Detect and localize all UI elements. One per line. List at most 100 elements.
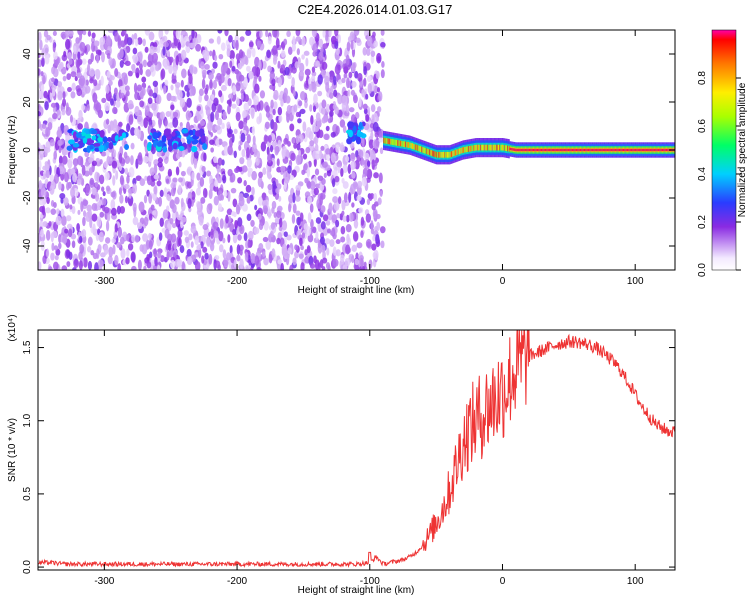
heatmap-cell bbox=[264, 121, 270, 130]
heatmap-cell bbox=[309, 203, 314, 213]
heatmap-cell bbox=[198, 128, 205, 136]
heatmap-cell bbox=[216, 35, 221, 45]
heatmap-cell bbox=[99, 211, 105, 218]
heatmap-trace-cell bbox=[475, 144, 477, 151]
heatmap-cell bbox=[207, 121, 213, 132]
heatmap-cell bbox=[294, 195, 301, 202]
heatmap-trace-cell bbox=[387, 138, 388, 144]
heatmap-cell bbox=[357, 180, 363, 188]
heatmap-cell bbox=[198, 216, 204, 226]
heatmap-trace-cell bbox=[562, 148, 564, 152]
heatmap-cell bbox=[235, 39, 239, 51]
heatmap-cell bbox=[314, 168, 320, 176]
heatmap-cell bbox=[229, 60, 233, 68]
heatmap-cell bbox=[333, 89, 338, 98]
heatmap-cell bbox=[96, 201, 101, 211]
heatmap-cell bbox=[244, 251, 249, 262]
heatmap-cell bbox=[91, 160, 97, 167]
snr-x-tick-label: -300 bbox=[94, 576, 114, 587]
heatmap-cell bbox=[143, 265, 147, 270]
heatmap-cell bbox=[335, 144, 340, 153]
heatmap-cell bbox=[353, 219, 359, 229]
heatmap-cell bbox=[96, 218, 102, 227]
heatmap-cell bbox=[235, 204, 241, 215]
heatmap-cell bbox=[42, 221, 48, 227]
heatmap-cell bbox=[311, 123, 316, 133]
heatmap-cell bbox=[82, 199, 89, 206]
heatmap-cell bbox=[59, 192, 66, 200]
heatmap-cell bbox=[275, 37, 280, 49]
heatmap-cell bbox=[72, 158, 79, 167]
heatmap-cell bbox=[363, 66, 367, 76]
heatmap-trace-cell bbox=[600, 148, 602, 152]
heatmap-cell bbox=[237, 234, 242, 241]
heatmap-trace-cell bbox=[579, 148, 581, 152]
heatmap-cell bbox=[48, 266, 53, 270]
heatmap-cell bbox=[72, 172, 78, 183]
heatmap-trace-cell bbox=[473, 145, 474, 152]
heatmap-cell bbox=[341, 77, 346, 84]
heatmap-cell bbox=[245, 184, 252, 193]
heatmap-cell bbox=[295, 154, 301, 166]
heatmap-trace-cell bbox=[473, 145, 475, 151]
heatmap-trace-cell bbox=[632, 148, 634, 152]
heatmap-cell bbox=[223, 145, 229, 156]
heatmap-cell bbox=[196, 201, 202, 211]
heatmap-cell bbox=[173, 243, 177, 250]
heatmap-trace-cell bbox=[566, 148, 568, 152]
heatmap-cell bbox=[267, 35, 272, 45]
heatmap-trace-cell bbox=[398, 140, 400, 147]
heatmap-cell bbox=[141, 82, 147, 89]
heatmap-trace-cell bbox=[383, 137, 385, 144]
heatmap-cell bbox=[232, 198, 238, 208]
heatmap-cell bbox=[335, 47, 340, 56]
heatmap-cell bbox=[124, 144, 130, 150]
heatmap-cell bbox=[46, 196, 50, 204]
heatmap-cell bbox=[68, 139, 75, 145]
heatmap-cell bbox=[355, 37, 361, 44]
heatmap-trace-cell bbox=[454, 150, 456, 156]
heatmap-cell bbox=[58, 181, 62, 191]
heatmap-cell bbox=[84, 161, 90, 167]
heatmap-cell bbox=[317, 175, 324, 181]
heatmap-cell bbox=[373, 112, 378, 124]
heatmap-trace-cell bbox=[540, 148, 542, 152]
heatmap-cell bbox=[277, 76, 282, 88]
heatmap-cell bbox=[89, 144, 94, 150]
heatmap-cell bbox=[309, 140, 315, 147]
heatmap-trace-cell bbox=[414, 143, 416, 150]
heatmap-cell bbox=[298, 253, 304, 259]
heatmap-cell bbox=[303, 163, 308, 171]
heatmap-cell bbox=[52, 112, 58, 120]
heatmap-trace-cell bbox=[570, 148, 572, 152]
heatmap-cell bbox=[318, 51, 324, 61]
heatmap-cell bbox=[53, 202, 57, 208]
heatmap-cell bbox=[72, 131, 78, 140]
heatmap-cell bbox=[381, 61, 385, 68]
heatmap-cell bbox=[55, 215, 62, 226]
heatmap-cell bbox=[180, 170, 186, 177]
heatmap-cell bbox=[242, 110, 247, 119]
heatmap-cell bbox=[238, 120, 244, 130]
heatmap-cell bbox=[46, 34, 52, 41]
heatmap-cell bbox=[267, 208, 272, 219]
heatmap-cell bbox=[362, 47, 367, 56]
heatmap-trace-cell bbox=[478, 144, 480, 151]
heatmap-trace-cell bbox=[409, 142, 411, 149]
heatmap-cell bbox=[370, 131, 374, 140]
heatmap-cell bbox=[168, 64, 173, 74]
heatmap-cell bbox=[368, 139, 375, 149]
heatmap-trace-cell bbox=[461, 147, 463, 154]
heatmap-trace-cell bbox=[383, 137, 384, 144]
heatmap-trace-cell bbox=[460, 147, 462, 154]
heatmap-cell bbox=[345, 214, 350, 223]
heatmap-cell bbox=[58, 155, 63, 165]
heatmap-cell bbox=[336, 161, 341, 168]
heatmap-cell bbox=[70, 187, 76, 198]
heatmap-trace-cell bbox=[428, 149, 430, 155]
heatmap-cell bbox=[50, 180, 56, 190]
heatmap-trace-cell bbox=[571, 148, 573, 152]
heatmap-trace-cell bbox=[434, 151, 435, 157]
heatmap-cell bbox=[86, 137, 93, 146]
heatmap-cell bbox=[224, 30, 229, 37]
